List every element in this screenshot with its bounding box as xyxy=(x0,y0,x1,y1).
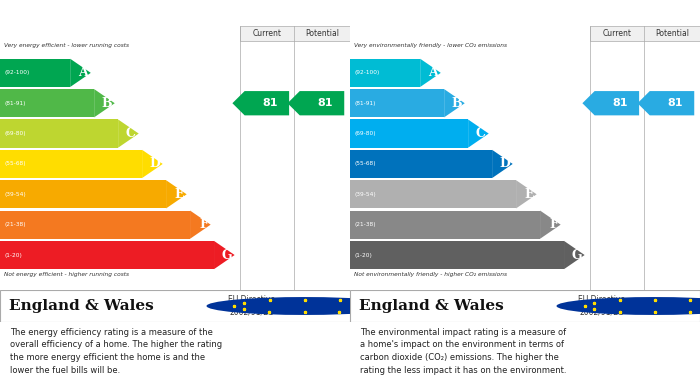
Bar xyxy=(350,210,540,239)
Polygon shape xyxy=(516,180,537,208)
Text: (39-54): (39-54) xyxy=(4,192,26,197)
Text: F: F xyxy=(549,218,558,231)
Polygon shape xyxy=(492,150,512,178)
Text: EU Directive
2002/91/EC: EU Directive 2002/91/EC xyxy=(228,295,276,317)
Bar xyxy=(0,89,94,117)
Text: EU Directive
2002/91/EC: EU Directive 2002/91/EC xyxy=(578,295,626,317)
Bar xyxy=(239,26,350,41)
Bar xyxy=(0,59,70,87)
Polygon shape xyxy=(564,241,584,269)
Bar xyxy=(350,59,420,87)
Text: G: G xyxy=(221,249,232,262)
Text: G: G xyxy=(571,249,582,262)
Polygon shape xyxy=(232,91,289,115)
Bar xyxy=(0,241,214,269)
Text: (81-91): (81-91) xyxy=(354,101,376,106)
Text: Environmental Impact (CO₂) Rating: Environmental Impact (CO₂) Rating xyxy=(355,7,587,20)
Text: (21-38): (21-38) xyxy=(354,222,376,227)
Text: 81: 81 xyxy=(612,98,628,108)
Text: (55-68): (55-68) xyxy=(4,161,26,167)
Text: (92-100): (92-100) xyxy=(354,70,379,75)
Text: Current: Current xyxy=(603,29,631,38)
Polygon shape xyxy=(70,59,91,87)
Bar xyxy=(0,210,190,239)
Text: Current: Current xyxy=(253,29,281,38)
Text: The energy efficiency rating is a measure of the
overall efficiency of a home. T: The energy efficiency rating is a measur… xyxy=(10,328,223,375)
Text: 81: 81 xyxy=(318,98,333,108)
Polygon shape xyxy=(118,120,139,148)
Text: (1-20): (1-20) xyxy=(354,253,372,258)
Text: Very energy efficient - lower running costs: Very energy efficient - lower running co… xyxy=(4,43,129,48)
Text: (92-100): (92-100) xyxy=(4,70,29,75)
Text: Very environmentally friendly - lower CO₂ emissions: Very environmentally friendly - lower CO… xyxy=(354,43,507,48)
Bar xyxy=(350,241,564,269)
Text: (39-54): (39-54) xyxy=(354,192,376,197)
Bar xyxy=(589,26,700,41)
Text: D: D xyxy=(149,158,160,170)
Text: E: E xyxy=(174,188,184,201)
Polygon shape xyxy=(638,91,694,115)
Text: (69-80): (69-80) xyxy=(4,131,26,136)
Circle shape xyxy=(206,297,402,315)
Circle shape xyxy=(556,297,700,315)
Bar xyxy=(0,180,166,208)
Text: Potential: Potential xyxy=(305,29,339,38)
Text: D: D xyxy=(499,158,510,170)
Text: The environmental impact rating is a measure of
a home's impact on the environme: The environmental impact rating is a mea… xyxy=(360,328,567,375)
Bar xyxy=(350,180,516,208)
Text: E: E xyxy=(524,188,534,201)
Text: F: F xyxy=(199,218,208,231)
Polygon shape xyxy=(288,91,344,115)
Text: C: C xyxy=(476,127,486,140)
Text: B: B xyxy=(102,97,112,110)
Polygon shape xyxy=(190,210,211,239)
Polygon shape xyxy=(94,89,115,117)
Polygon shape xyxy=(420,59,441,87)
Polygon shape xyxy=(582,91,639,115)
Text: A: A xyxy=(78,66,88,79)
Bar xyxy=(350,150,492,178)
Bar xyxy=(350,89,444,117)
Polygon shape xyxy=(142,150,162,178)
Polygon shape xyxy=(468,120,489,148)
Polygon shape xyxy=(540,210,561,239)
Bar xyxy=(350,120,468,148)
Text: England & Wales: England & Wales xyxy=(8,299,153,313)
Bar xyxy=(0,120,118,148)
Text: B: B xyxy=(452,97,462,110)
Text: Energy Efficiency Rating: Energy Efficiency Rating xyxy=(6,7,168,20)
Text: (21-38): (21-38) xyxy=(4,222,26,227)
Polygon shape xyxy=(166,180,187,208)
Text: 81: 81 xyxy=(668,98,683,108)
Text: Not energy efficient - higher running costs: Not energy efficient - higher running co… xyxy=(4,271,129,276)
Text: (69-80): (69-80) xyxy=(354,131,376,136)
Text: (1-20): (1-20) xyxy=(4,253,22,258)
Text: C: C xyxy=(126,127,136,140)
Polygon shape xyxy=(214,241,234,269)
Polygon shape xyxy=(444,89,465,117)
Text: (81-91): (81-91) xyxy=(4,101,26,106)
Text: A: A xyxy=(428,66,438,79)
Text: 81: 81 xyxy=(262,98,278,108)
Bar xyxy=(0,150,142,178)
Text: Not environmentally friendly - higher CO₂ emissions: Not environmentally friendly - higher CO… xyxy=(354,271,507,276)
Text: (55-68): (55-68) xyxy=(354,161,376,167)
Text: England & Wales: England & Wales xyxy=(358,299,503,313)
Text: Potential: Potential xyxy=(655,29,689,38)
